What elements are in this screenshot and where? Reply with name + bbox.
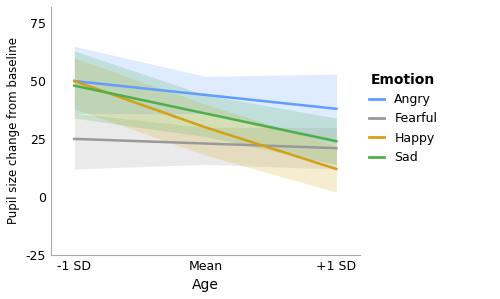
Legend: Angry, Fearful, Happy, Sad: Angry, Fearful, Happy, Sad bbox=[370, 73, 438, 164]
X-axis label: Age: Age bbox=[192, 278, 219, 292]
Y-axis label: Pupil size change from baseline: Pupil size change from baseline bbox=[7, 37, 20, 224]
